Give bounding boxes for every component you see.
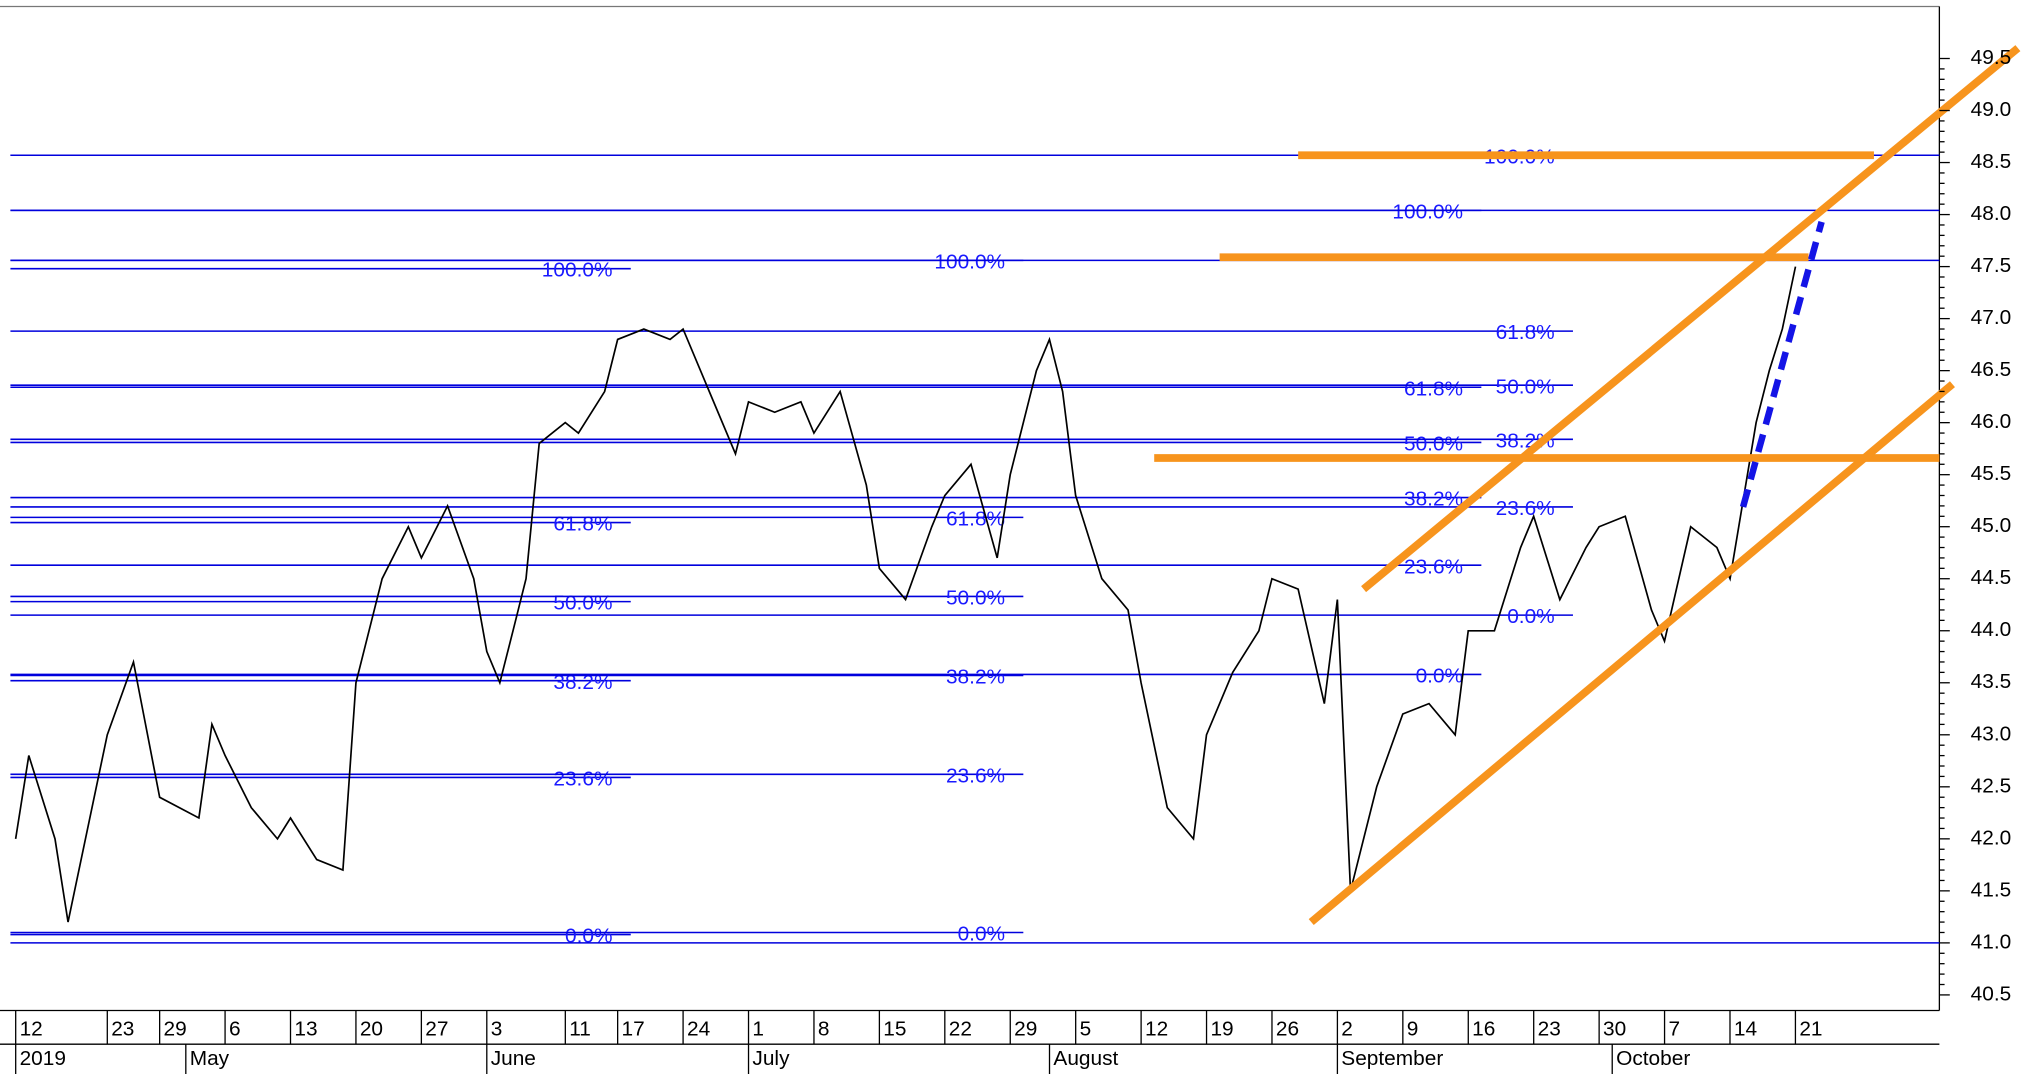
x-tick-label: 8 — [818, 1017, 830, 1040]
y-tick-label: 49.5 — [1971, 46, 2012, 69]
fib-label: 61.8% — [553, 513, 612, 536]
x-tick-label: 27 — [425, 1017, 448, 1040]
fib-label: 61.8% — [1496, 321, 1555, 344]
x-tick-label: 24 — [687, 1017, 710, 1040]
x-tick-label: 5 — [1080, 1017, 1092, 1040]
price-line — [14, 266, 1797, 923]
fib-label: 50.0% — [1496, 375, 1555, 398]
fib-label: 100.0% — [934, 250, 1005, 273]
month-label: October — [1616, 1047, 1690, 1070]
fib-label: 0.0% — [565, 925, 613, 948]
y-tick-label: 43.5 — [1971, 670, 2012, 693]
y-tick-label: 41.0 — [1971, 930, 2012, 953]
x-tick-label: 20 — [360, 1017, 383, 1040]
x-tick-label: 30 — [1603, 1017, 1626, 1040]
x-tick-label: 12 — [20, 1017, 43, 1040]
x-tick-label: 21 — [1799, 1017, 1822, 1040]
y-tick-label: 42.0 — [1971, 826, 2012, 849]
fib-label: 38.2% — [1404, 488, 1463, 511]
x-tick-label: 15 — [883, 1017, 906, 1040]
x-tick-label: 16 — [1472, 1017, 1495, 1040]
fib-label: 23.6% — [1496, 497, 1555, 520]
fib-label: 23.6% — [1404, 555, 1463, 578]
fib-label: 23.6% — [553, 768, 612, 791]
price-layer — [14, 266, 1797, 923]
x-tick-label: 22 — [949, 1017, 972, 1040]
y-tick-label: 47.0 — [1971, 306, 2012, 329]
x-tick-label: 1 — [752, 1017, 764, 1040]
fib-label: 50.0% — [553, 592, 612, 615]
y-tick-label: 47.5 — [1971, 254, 2012, 277]
fib-label: 50.0% — [1404, 433, 1463, 456]
y-tick-label: 48.0 — [1971, 202, 2012, 225]
fib-layer: 100.0% 61.8% 50.0% 38.2% 23.6% 0.0% 100.0% 61.8… — [10, 145, 1940, 948]
fib-label: 50.0% — [946, 587, 1005, 610]
fib-label: 0.0% — [958, 923, 1006, 946]
y-tick-label: 41.5 — [1971, 878, 2012, 901]
trend-line — [1308, 381, 1955, 926]
y-tick-label: 44.5 — [1971, 566, 2012, 589]
axis-layer: 40.5 41.0 41.5 42.0 42.5 43.0 43.5 44.0 44.5 45.0… — [15, 46, 2012, 1074]
fib-label: 0.0% — [1507, 605, 1555, 628]
x-tick-label: 23 — [1538, 1017, 1561, 1040]
x-tick-label: 14 — [1734, 1017, 1757, 1040]
x-tick-label: 9 — [1407, 1017, 1419, 1040]
x-tick-label: 11 — [569, 1017, 591, 1040]
month-label: September — [1341, 1047, 1443, 1070]
x-tick-label: 2 — [1341, 1017, 1353, 1040]
y-tick-label: 46.5 — [1971, 358, 2012, 381]
y-tick-label: 48.5 — [1971, 150, 2012, 173]
y-tick-label: 44.0 — [1971, 618, 2012, 641]
x-tick-label: 7 — [1668, 1017, 1680, 1040]
trend-line — [1361, 45, 2021, 593]
x-tick-label: 3 — [491, 1017, 503, 1040]
x-tick-label: 23 — [111, 1017, 134, 1040]
x-tick-label: 29 — [1014, 1017, 1037, 1040]
fib-label: 61.8% — [946, 507, 1005, 530]
fib-label: 23.6% — [946, 764, 1005, 787]
x-tick-label: 26 — [1276, 1017, 1299, 1040]
x-tick-label: 17 — [622, 1017, 645, 1040]
fib-label: 100.0% — [1392, 201, 1463, 224]
month-label: June — [491, 1047, 536, 1070]
month-label: May — [190, 1047, 230, 1070]
fib-label: 0.0% — [1416, 665, 1464, 688]
x-tick-label: 19 — [1210, 1017, 1233, 1040]
dashed-trend-line — [1739, 220, 1825, 508]
fib-label: 100.0% — [542, 259, 613, 282]
month-label: July — [752, 1047, 790, 1070]
y-tick-label: 49.0 — [1971, 98, 2012, 121]
x-tick-label: 13 — [294, 1017, 317, 1040]
y-tick-label: 45.0 — [1971, 514, 2012, 537]
x-tick-label: 29 — [164, 1017, 187, 1040]
y-tick-label: 42.5 — [1971, 774, 2012, 797]
month-label: 2019 — [20, 1047, 66, 1070]
fib-label: 38.2% — [946, 666, 1005, 689]
trend-layer — [1154, 45, 2021, 926]
month-label: August — [1053, 1047, 1118, 1070]
fib-label: 38.2% — [553, 671, 612, 694]
y-tick-label: 43.0 — [1971, 722, 2012, 745]
y-tick-label: 45.5 — [1971, 462, 2012, 485]
y-tick-label: 40.5 — [1971, 982, 2012, 1005]
x-tick-label: 6 — [229, 1017, 241, 1040]
fib-label: 61.8% — [1404, 377, 1463, 400]
y-tick-label: 46.0 — [1971, 410, 2012, 433]
x-tick-label: 12 — [1145, 1017, 1168, 1040]
